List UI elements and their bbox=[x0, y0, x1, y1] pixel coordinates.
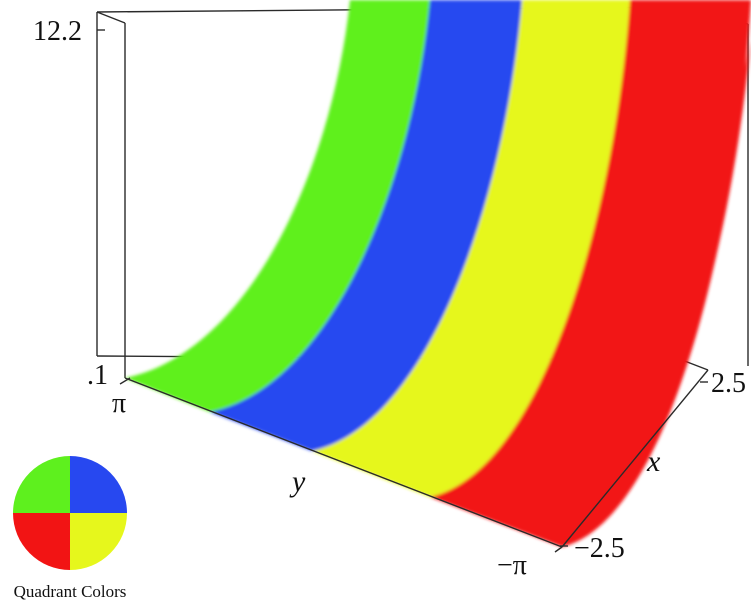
tick-y-negpi-mark bbox=[554, 546, 563, 553]
legend-quadrant-blue bbox=[70, 456, 127, 513]
surface-band-blue bbox=[210, 0, 522, 451]
tick-z-bottom: .1 bbox=[87, 360, 108, 391]
surface-band-green bbox=[125, 0, 430, 412]
legend-quadrant-red bbox=[13, 513, 70, 570]
legend-label: Quadrant Colors bbox=[14, 582, 127, 601]
tick-x-low: −2.5 bbox=[574, 533, 625, 564]
legend-quadrant-green bbox=[13, 456, 70, 513]
front-axes bbox=[97, 29, 709, 553]
y-axis-line bbox=[124, 377, 563, 548]
x-axis-label: x bbox=[646, 445, 661, 478]
box-edge-top-left bbox=[96, 11, 126, 24]
legend-quadrant-yellow bbox=[70, 513, 127, 570]
tick-x-high: 2.5 bbox=[711, 368, 746, 399]
surface-bands bbox=[125, 0, 751, 547]
tick-y-pi-mark bbox=[119, 377, 131, 385]
tick-y-pi: π bbox=[112, 388, 126, 419]
surface-band-yellow bbox=[312, 0, 630, 497]
y-axis-label: y bbox=[289, 465, 306, 498]
quadrant-legend: Quadrant Colors bbox=[13, 456, 127, 601]
x-axis-line bbox=[561, 369, 709, 548]
surface-band-red bbox=[430, 0, 751, 547]
tick-z-top: 12.2 bbox=[33, 16, 82, 47]
tick-y-negpi: −π bbox=[497, 550, 527, 581]
